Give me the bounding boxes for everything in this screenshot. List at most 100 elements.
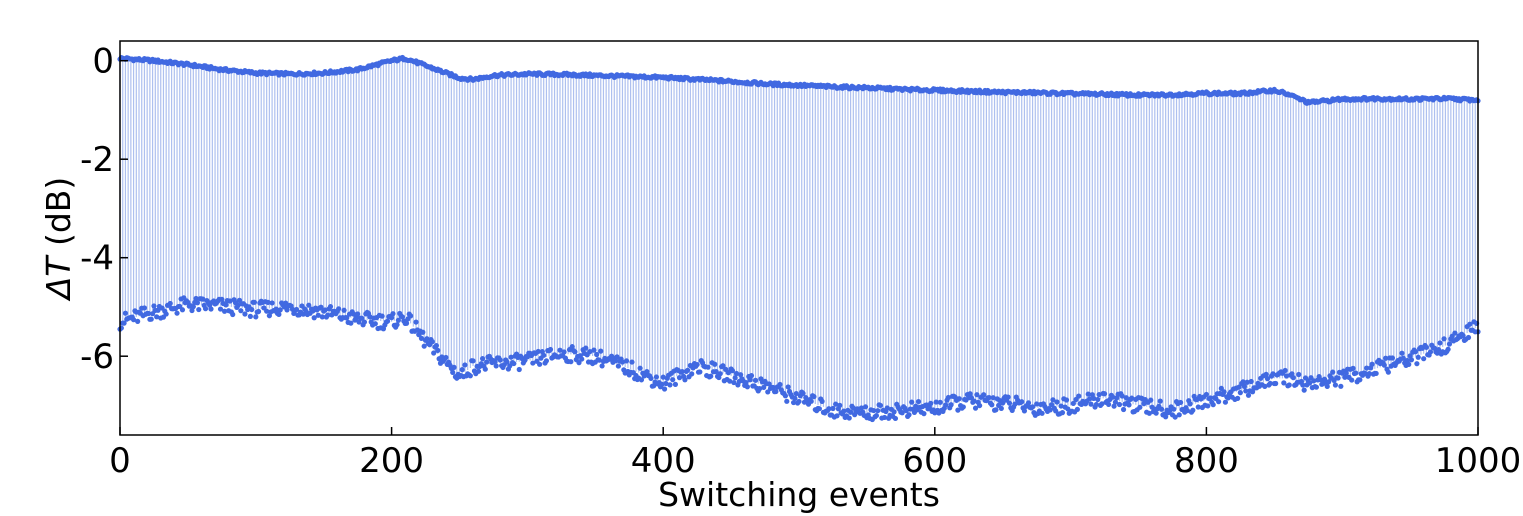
lower-point: [733, 370, 740, 377]
lower-point: [1267, 380, 1273, 387]
lower-point: [1034, 401, 1040, 407]
lower-point: [522, 357, 528, 364]
lower-point: [576, 360, 582, 366]
lower-point: [269, 300, 275, 306]
lower-point: [1116, 401, 1123, 408]
lower-point: [293, 306, 300, 313]
lower-point: [1245, 392, 1252, 398]
lower-point: [511, 360, 517, 367]
lower-point: [1119, 393, 1125, 399]
lower-point: [1205, 403, 1211, 409]
lower-point: [1313, 384, 1319, 390]
lower-point: [230, 311, 236, 318]
lower-point: [830, 405, 836, 412]
lower-point: [782, 393, 789, 399]
lower-point: [744, 384, 751, 390]
lower-point: [1221, 389, 1227, 395]
lower-point: [1101, 391, 1108, 397]
lower-point: [1110, 394, 1116, 400]
lower-point: [881, 414, 888, 421]
lower-point: [891, 409, 897, 415]
lower-point: [141, 305, 148, 311]
x-axis-ticks: 0 200 400 600 800 1000: [109, 427, 1521, 481]
lower-point: [638, 377, 645, 383]
lower-point: [1324, 383, 1330, 390]
lower-point: [587, 349, 593, 355]
lower-point: [1437, 340, 1443, 346]
lower-point: [1445, 346, 1451, 352]
lower-point: [1404, 357, 1410, 364]
lower-point: [247, 313, 253, 319]
lower-point: [1357, 377, 1363, 383]
lower-point: [682, 377, 688, 383]
lower-point: [242, 311, 248, 317]
data-points: [117, 54, 1481, 423]
lower-point: [903, 408, 909, 414]
lower-point: [875, 408, 881, 414]
lower-point: [451, 364, 457, 370]
lower-point: [1070, 400, 1076, 407]
lower-point: [1137, 404, 1143, 410]
lower-point: [1099, 401, 1105, 407]
lower-point: [249, 306, 255, 313]
lower-point: [1216, 399, 1222, 405]
lower-point: [819, 398, 825, 404]
lower-point: [223, 302, 229, 308]
lower-point: [1190, 407, 1196, 413]
lower-point: [344, 315, 350, 321]
lower-point: [619, 359, 626, 365]
lower-point: [1000, 400, 1006, 406]
lower-point: [355, 311, 361, 317]
lower-point: [1273, 380, 1279, 387]
lower-point: [1176, 412, 1182, 418]
lower-point: [637, 365, 643, 371]
lower-point: [1385, 369, 1391, 375]
lower-point: [1141, 401, 1147, 407]
lower-point: [989, 402, 995, 408]
lower-point: [1399, 350, 1405, 356]
lower-point: [336, 306, 342, 312]
lower-point: [1406, 361, 1412, 367]
lower-point: [174, 310, 180, 316]
lower-point: [757, 386, 763, 392]
lower-point: [148, 316, 154, 322]
lower-point: [579, 356, 585, 362]
lower-point: [535, 348, 541, 355]
lower-point: [1366, 371, 1372, 377]
lower-point: [770, 384, 776, 391]
lower-point: [1012, 401, 1018, 407]
lower-point: [948, 402, 954, 408]
lower-point: [1120, 406, 1127, 413]
lower-point: [1058, 403, 1064, 409]
lower-point: [208, 306, 214, 312]
lower-point: [1465, 334, 1472, 341]
y-tick-label: 0: [92, 42, 114, 82]
lower-point: [1106, 401, 1112, 408]
lower-point: [318, 304, 324, 310]
lower-point: [277, 307, 283, 313]
lower-point: [697, 369, 703, 375]
lower-point: [319, 314, 325, 320]
lower-point: [348, 320, 354, 326]
lower-point: [341, 307, 347, 313]
lower-point: [221, 308, 228, 314]
lower-point: [251, 299, 258, 305]
lower-point: [284, 307, 290, 313]
lower-point: [372, 321, 378, 327]
lower-point: [1005, 394, 1011, 400]
lower-point: [712, 361, 718, 367]
lower-point: [1335, 375, 1341, 381]
lower-point: [420, 329, 426, 335]
lower-point: [871, 407, 877, 414]
lower-point: [389, 315, 395, 321]
lower-point: [1111, 403, 1117, 409]
lower-point: [1146, 410, 1152, 416]
lower-point: [1085, 391, 1091, 397]
lower-point: [937, 399, 943, 405]
lower-point: [1236, 384, 1242, 390]
lower-point: [1307, 380, 1313, 386]
lower-point: [1332, 382, 1339, 388]
lower-point: [614, 354, 620, 360]
lower-point: [537, 361, 543, 367]
lower-point: [202, 306, 209, 312]
